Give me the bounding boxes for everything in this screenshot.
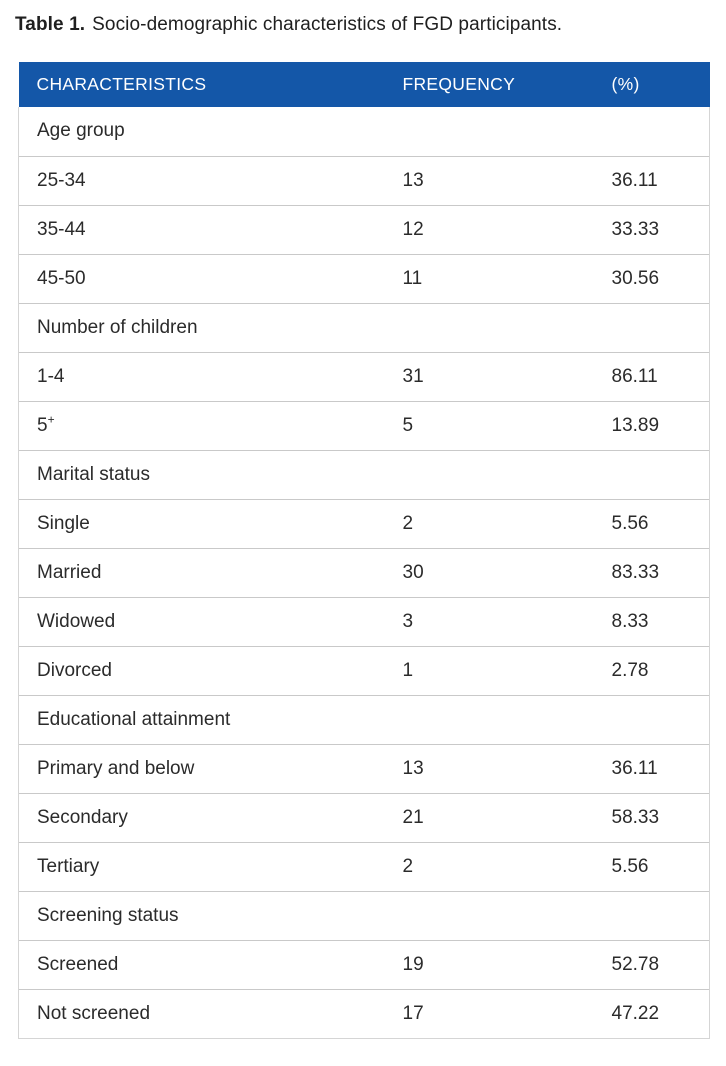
cell-percent: 36.11 bbox=[593, 743, 710, 793]
cell-characteristic: 45-50 bbox=[18, 253, 385, 303]
cell-characteristic: Married bbox=[18, 547, 385, 597]
cell-percent: 13.89 bbox=[593, 400, 710, 450]
cell-frequency: 21 bbox=[384, 792, 594, 842]
cell-percent: 47.22 bbox=[593, 988, 710, 1039]
cell-characteristic-text: 5 bbox=[37, 414, 48, 436]
cell-percent: 5.56 bbox=[593, 498, 710, 548]
cell-characteristic: Tertiary bbox=[18, 841, 385, 891]
cell-frequency: 13 bbox=[384, 155, 594, 205]
table-row: Widowed 3 8.33 bbox=[18, 596, 710, 646]
section-header-row: Educational attainment bbox=[18, 694, 710, 744]
cell-percent: 83.33 bbox=[593, 547, 710, 597]
cell-percent: 8.33 bbox=[593, 596, 710, 646]
cell-characteristic: Primary and below bbox=[18, 743, 385, 793]
cell-frequency: 31 bbox=[384, 351, 594, 401]
cell-characteristic-text: 35-44 bbox=[37, 218, 86, 240]
cell-percent: 52.78 bbox=[593, 939, 710, 989]
cell-characteristic-text: 25-34 bbox=[37, 169, 86, 191]
cell-characteristic: 25-34 bbox=[18, 155, 385, 205]
cell-characteristic-text: Secondary bbox=[37, 806, 128, 828]
table-row: 5+ 5 13.89 bbox=[18, 400, 710, 450]
cell-percent: 86.11 bbox=[593, 351, 710, 401]
table-row: Single 2 5.56 bbox=[18, 498, 710, 548]
cell-characteristic: 1-4 bbox=[18, 351, 385, 401]
cell-characteristic-text: Married bbox=[37, 561, 102, 583]
cell-characteristic: Single bbox=[18, 498, 385, 548]
cell-frequency: 2 bbox=[384, 841, 594, 891]
cell-percent: 33.33 bbox=[593, 204, 710, 254]
cell-percent: 5.56 bbox=[593, 841, 710, 891]
table-row: Screened 19 52.78 bbox=[18, 939, 710, 989]
table-caption: Table 1. Socio-demographic characteristic… bbox=[15, 13, 562, 37]
cell-characteristic-text: Tertiary bbox=[37, 855, 100, 877]
cell-characteristic: 35-44 bbox=[18, 204, 385, 254]
table-header-row: CHARACTERISTICS FREQUENCY (%) bbox=[18, 62, 710, 107]
cell-frequency: 30 bbox=[384, 547, 594, 597]
section-header-cell: Age group bbox=[18, 107, 710, 156]
cell-characteristic: Divorced bbox=[18, 645, 385, 695]
cell-percent: 36.11 bbox=[593, 155, 710, 205]
cell-characteristic-text: 1-4 bbox=[37, 365, 65, 387]
cell-characteristic-text: Divorced bbox=[37, 659, 112, 681]
section-header-cell: Marital status bbox=[18, 449, 710, 499]
col-header-characteristics: CHARACTERISTICS bbox=[18, 62, 385, 107]
cell-frequency: 11 bbox=[384, 253, 594, 303]
superscript: + bbox=[47, 412, 55, 427]
table-caption-number: Table 1. bbox=[15, 14, 86, 35]
table-row: Married 30 83.33 bbox=[18, 547, 710, 597]
cell-characteristic: 5+ bbox=[18, 400, 385, 450]
section-header-cell: Number of children bbox=[18, 302, 710, 352]
cell-characteristic-text: Widowed bbox=[37, 610, 116, 632]
section-header-cell: Educational attainment bbox=[18, 694, 710, 744]
cell-frequency: 5 bbox=[384, 400, 594, 450]
col-header-percent: (%) bbox=[593, 62, 710, 107]
cell-characteristic-text: 45-50 bbox=[37, 267, 86, 289]
cell-characteristic-text: Not screened bbox=[37, 1002, 151, 1024]
section-header-cell: Screening status bbox=[18, 890, 710, 940]
section-header-row: Screening status bbox=[18, 890, 710, 940]
cell-characteristic: Secondary bbox=[18, 792, 385, 842]
cell-frequency: 12 bbox=[384, 204, 594, 254]
table-caption-text: Socio-demographic characteristics of FGD… bbox=[92, 14, 563, 35]
cell-frequency: 13 bbox=[384, 743, 594, 793]
cell-characteristic: Not screened bbox=[18, 988, 385, 1039]
cell-percent: 2.78 bbox=[593, 645, 710, 695]
cell-percent: 58.33 bbox=[593, 792, 710, 842]
cell-characteristic: Screened bbox=[18, 939, 385, 989]
cell-frequency: 1 bbox=[384, 645, 594, 695]
table-row: 35-44 12 33.33 bbox=[18, 204, 710, 254]
section-header-row: Age group bbox=[18, 107, 710, 156]
table-row: Secondary 21 58.33 bbox=[18, 792, 710, 842]
cell-characteristic-text: Single bbox=[37, 512, 90, 534]
cell-frequency: 17 bbox=[384, 988, 594, 1039]
table-row: Not screened 17 47.22 bbox=[18, 988, 710, 1039]
table-row: 45-50 11 30.56 bbox=[18, 253, 710, 303]
table-row: Tertiary 2 5.56 bbox=[18, 841, 710, 891]
cell-percent: 30.56 bbox=[593, 253, 710, 303]
demographics-table: CHARACTERISTICS FREQUENCY (%) Age group … bbox=[18, 62, 710, 1039]
section-header-row: Number of children bbox=[18, 302, 710, 352]
cell-characteristic-text: Primary and below bbox=[37, 757, 195, 779]
table-row: Primary and below 13 36.11 bbox=[18, 743, 710, 793]
section-header-row: Marital status bbox=[18, 449, 710, 499]
cell-characteristic: Widowed bbox=[18, 596, 385, 646]
cell-characteristic-text: Screened bbox=[37, 953, 119, 975]
cell-frequency: 2 bbox=[384, 498, 594, 548]
table-row: 1-4 31 86.11 bbox=[18, 351, 710, 401]
col-header-frequency: FREQUENCY bbox=[384, 62, 594, 107]
table-row: Divorced 1 2.78 bbox=[18, 645, 710, 695]
table-row: 25-34 13 36.11 bbox=[18, 155, 710, 205]
cell-frequency: 19 bbox=[384, 939, 594, 989]
cell-frequency: 3 bbox=[384, 596, 594, 646]
